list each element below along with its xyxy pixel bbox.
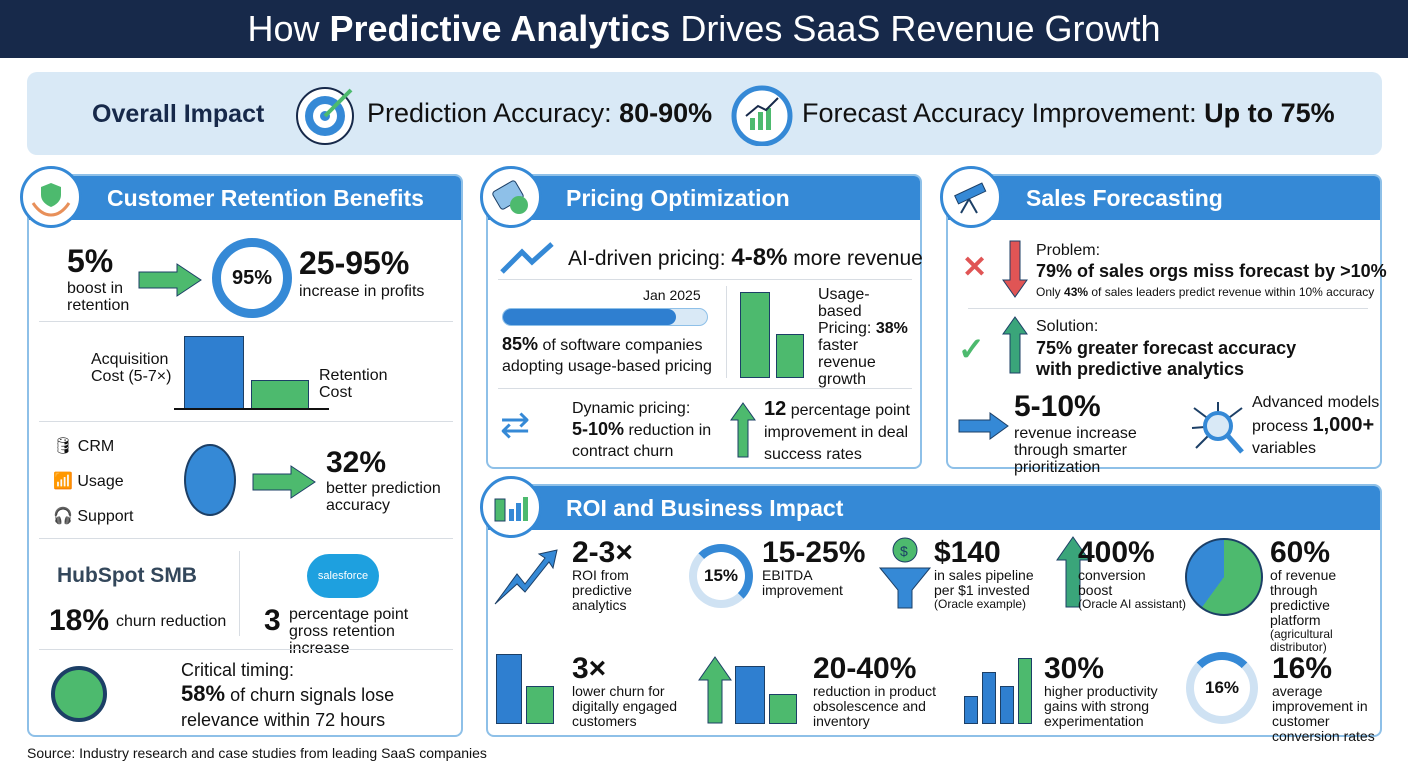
arrow-up-icon — [730, 402, 756, 463]
chart-growth-icon — [730, 82, 794, 151]
prediction-text: better prediction accuracy — [326, 480, 441, 514]
problem-label: Problem: — [1036, 242, 1101, 259]
telescope-icon — [940, 166, 1002, 228]
target-icon — [295, 82, 359, 151]
revenue-pie — [1185, 538, 1263, 616]
roi-item-7: 20-40% reduction in product obsolescence … — [813, 652, 936, 729]
boost-value: 5% — [67, 243, 114, 279]
adoption-progress — [502, 308, 708, 326]
hubspot-text: churn reduction — [116, 613, 227, 630]
forecast-accuracy: Forecast Accuracy Improvement: Up to 75% — [802, 98, 1335, 128]
conversion-ring: 16% — [1186, 652, 1258, 724]
roi-item-6: 3× lower churn for digitally engaged cust… — [572, 652, 678, 729]
problem-subtext: Only 43% of sales leaders predict revenu… — [1036, 285, 1375, 299]
ai-pricing: AI-driven pricing: 4-8% more revenue — [568, 244, 923, 271]
arrow-right-icon — [137, 262, 205, 303]
shuffle-icon: ⇄ — [500, 404, 531, 445]
hands-heart-icon — [20, 166, 82, 228]
overall-label: Overall Impact — [92, 100, 265, 128]
roi-title: ROI and Business Impact — [488, 486, 1380, 530]
salesforce-text: percentage point gross retention increas… — [289, 606, 409, 657]
dynamic-pricing: Dynamic pricing: 5-10% reduction in contr… — [572, 400, 712, 460]
check-icon: ✓ — [958, 331, 985, 367]
network-magnifier-icon — [1188, 398, 1248, 461]
revenue-value: 5-10% — [1014, 390, 1101, 423]
roi-item-3: $140 in sales pipeline per $1 invested (Or… — [934, 536, 1034, 611]
prediction-value: 32% — [326, 446, 387, 479]
revenue-text: revenue increase through smarter priorit… — [1014, 425, 1137, 476]
roi-panel: ROI and Business Impact 2-3× ROI from pre… — [486, 484, 1382, 744]
deal-success: 12 percentage point improvement in deal … — [764, 398, 910, 463]
hubspot-logo: HubSpot SMB — [57, 564, 197, 587]
pricing-title: Pricing Optimization — [488, 176, 920, 220]
arrow-down-icon — [1002, 240, 1028, 303]
source-usage: 📶 Usage — [53, 473, 124, 490]
usage-bars — [736, 288, 814, 378]
salesforce-value: 3 — [264, 604, 281, 637]
brain-icon — [184, 444, 236, 516]
svg-text:$: $ — [900, 543, 908, 559]
overall-impact-band: Overall Impact Prediction Accuracy: 80-9… — [27, 72, 1382, 155]
retention-label: Retention Cost — [319, 367, 388, 401]
profit-value: 25-95% — [299, 245, 410, 281]
hubspot-value: 18% — [49, 604, 110, 637]
sales-title: Sales Forecasting — [948, 176, 1380, 220]
adoption-text: 85% of software companies adopting usage… — [502, 334, 712, 375]
pricing-panel: Pricing Optimization AI-driven pricing: … — [486, 174, 923, 469]
acquisition-label: Acquisition Cost (5-7×) — [91, 351, 172, 385]
prediction-accuracy: Prediction Accuracy: 80-90% — [367, 98, 713, 128]
trend-up-icon — [500, 240, 562, 279]
roi-item-2: 15-25% EBITDA improvement — [762, 536, 866, 598]
roi-item-5: 60% of revenue through predictive platfor… — [1270, 536, 1337, 654]
boost-text: boost in retention — [67, 280, 130, 314]
arrow-right-icon — [251, 464, 319, 505]
productivity-bars — [964, 656, 1034, 724]
retention-ring: 95% — [212, 238, 292, 318]
sales-panel: Sales Forecasting ✕ Problem: 79% of sale… — [946, 174, 1387, 476]
dollar-funnel-icon: $ — [878, 536, 932, 615]
progress-label: Jan 2025 — [643, 287, 701, 303]
source-support: 🎧 Support — [53, 508, 134, 525]
solution-label: Solution: — [1036, 318, 1099, 335]
timing-label: Critical timing: — [181, 660, 295, 680]
roi-item-1: 2-3× ROI from predictive analytics — [572, 536, 633, 613]
roi-item-9: 16% average improvement in customer conve… — [1272, 652, 1375, 744]
stopwatch-icon — [51, 666, 107, 722]
page-title: How Predictive Analytics Drives SaaS Rev… — [0, 0, 1408, 58]
arrow-right-icon — [958, 412, 1010, 445]
churn-bars — [496, 654, 556, 724]
coins-chart-icon — [480, 476, 542, 538]
trend-up-icon — [493, 548, 559, 611]
acquisition-bar — [184, 336, 244, 409]
retention-title: Customer Retention Benefits — [29, 176, 461, 220]
models-text: Advanced models process 1,000+ variables — [1252, 394, 1380, 457]
salesforce-logo: salesforce — [307, 554, 379, 598]
ebitda-ring: 15% — [689, 544, 753, 608]
source-note: Source: Industry research and case studi… — [27, 745, 487, 761]
roi-item-4: 400% conversion boost (Oracle AI assistant… — [1078, 536, 1187, 611]
usage-text: Usage-based Pricing: 38% faster revenue … — [818, 286, 908, 388]
source-crm: 🛢 CRM — [53, 438, 115, 455]
profit-text: increase in profits — [299, 283, 425, 300]
retention-panel: Customer Retention Benefits 5% boost in … — [27, 174, 463, 737]
roi-item-8: 30% higher productivity gains with strong… — [1044, 652, 1158, 729]
arrow-up-icon — [1002, 316, 1028, 379]
x-icon: ✕ — [962, 251, 988, 284]
arrow-up-icon — [698, 656, 732, 729]
retention-bar — [251, 380, 309, 409]
problem-text: 79% of sales orgs miss forecast by >10% — [1036, 261, 1387, 281]
arrow-up-icon — [1056, 536, 1090, 613]
solution-text: 75% greater forecast accuracy with predi… — [1036, 338, 1297, 379]
timing-text: 58% of churn signals lose relevance with… — [181, 681, 395, 730]
price-tag-icon — [480, 166, 542, 228]
inventory-bars — [735, 666, 803, 724]
